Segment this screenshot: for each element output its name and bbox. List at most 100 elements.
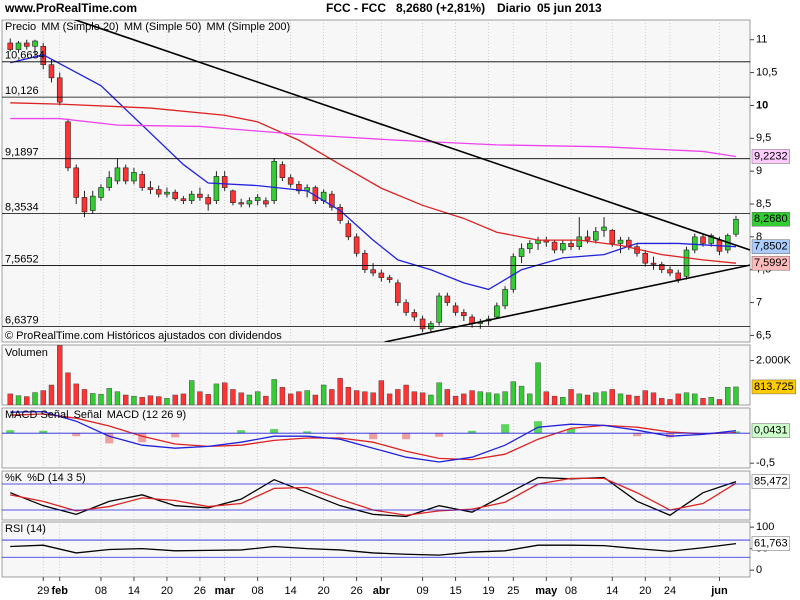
candle-body (296, 183, 302, 192)
candle-body (411, 312, 418, 318)
series-line (10, 476, 737, 518)
x-tick-label: 25 (507, 585, 519, 597)
x-tick-label: 19 (482, 585, 494, 597)
bar (428, 394, 434, 405)
x-tick-label: 20 (318, 585, 330, 597)
candle-body (675, 272, 682, 280)
legend-entry: MACD (12 26 9) (107, 409, 186, 421)
candle-body (568, 243, 574, 248)
last-value-label: 61,763 (754, 537, 788, 549)
bar (246, 394, 253, 405)
bar (139, 397, 145, 405)
last-value-box (751, 149, 790, 164)
legend-entry: MM (Simple 200) (206, 21, 290, 33)
bar (584, 394, 591, 405)
y-tick-label: 7 (756, 296, 762, 308)
candle-body (172, 191, 178, 200)
bar (337, 378, 343, 405)
bar (485, 392, 492, 405)
candle-body (188, 193, 195, 202)
candle-body (593, 231, 599, 241)
candle-body (238, 202, 244, 205)
bar (57, 345, 63, 405)
x-tick-label: 29 (37, 585, 49, 597)
bar (362, 391, 368, 405)
x-tick-label: 26 (350, 585, 362, 597)
y-tick-label: 6,5 (756, 329, 771, 341)
bar (477, 391, 483, 405)
bar (692, 393, 698, 405)
last-value-label: 9,2232 (754, 150, 788, 162)
candle-body (48, 64, 55, 79)
x-tick-label: 26 (194, 585, 206, 597)
bar (320, 384, 327, 405)
candle-body (213, 176, 220, 202)
level-label: 10,126 (5, 85, 39, 97)
bar (147, 395, 154, 405)
candle-body (708, 235, 715, 244)
bar (419, 392, 426, 405)
chart-subtitle: 8,2680 (+2,81%) (396, 1, 485, 15)
candle-body (230, 190, 236, 203)
legend-entry: MM (Simple 20) (41, 21, 119, 33)
level-label: 6,6379 (5, 314, 39, 326)
bar (634, 395, 640, 405)
histogram-bar (501, 424, 510, 434)
bar (609, 389, 615, 405)
bar (617, 393, 624, 405)
bar (230, 389, 236, 405)
candle-body (700, 236, 706, 244)
candle-body (263, 200, 269, 205)
bar (254, 391, 261, 405)
bar (271, 379, 277, 405)
bar (452, 395, 459, 405)
x-tick-label: mar (215, 585, 236, 597)
bar (576, 393, 582, 405)
last-value-box (751, 536, 790, 551)
bar (32, 392, 38, 405)
bar (725, 387, 731, 405)
bar (172, 394, 178, 405)
y-tick-label: 2.000K (756, 354, 792, 366)
candle-body (576, 236, 583, 248)
level-label: 7,5652 (5, 253, 39, 265)
series-line (10, 117, 737, 158)
histogram-bar (731, 431, 740, 434)
bar (287, 393, 294, 405)
histogram-bar (468, 430, 477, 434)
x-tick-label: 14 (606, 585, 618, 597)
bar (7, 393, 13, 405)
x-tick-label: 20 (639, 585, 651, 597)
histogram-bar (270, 429, 279, 434)
candle-body (254, 197, 261, 202)
last-value-label: 813.725 (754, 381, 794, 393)
candle-body (73, 167, 79, 198)
candle-body (378, 272, 385, 278)
y-tick-label: -0,5 (756, 457, 775, 469)
legend-entry: MM (Simple 50) (124, 21, 202, 33)
candle-body (617, 239, 624, 244)
bar (73, 383, 79, 405)
plot-area (7, 345, 739, 405)
series-line (10, 410, 737, 463)
bar (279, 387, 286, 405)
candle-body (197, 193, 203, 198)
x-tick-label: abr (373, 585, 391, 597)
bar (197, 391, 203, 405)
bar (189, 380, 195, 405)
histogram-bar (567, 429, 576, 434)
bar (675, 393, 681, 405)
bar (593, 392, 599, 405)
y-tick-label: 0 (756, 564, 762, 576)
bar (15, 395, 22, 405)
bar (469, 390, 475, 405)
x-tick-label: 15 (449, 585, 461, 597)
x-tick-label: jun (710, 585, 728, 597)
histogram-bar (171, 433, 180, 438)
candle-body (419, 318, 426, 330)
candle-body (32, 40, 38, 47)
bar (716, 399, 723, 405)
bar (90, 393, 96, 405)
candle-body (279, 164, 286, 179)
bar (700, 398, 706, 405)
